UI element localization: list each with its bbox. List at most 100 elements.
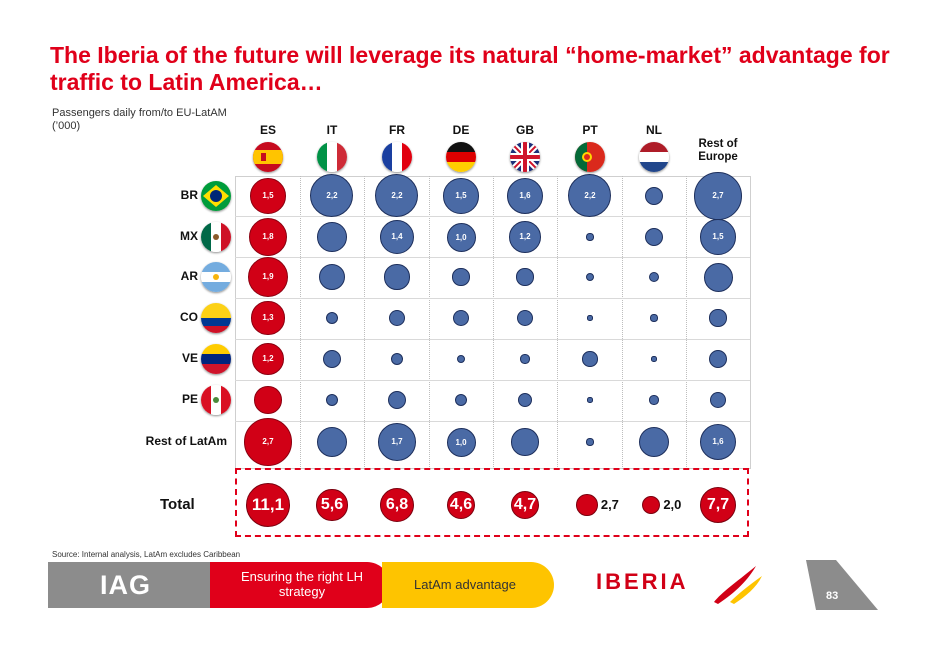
nav-section-active-label: Ensuring the right LH strategy	[240, 569, 364, 599]
row-label-5: PE	[181, 392, 198, 406]
bubble-rest-of-latam-rest-of-europe: 1,6	[699, 423, 737, 461]
bubble-ar-gb	[516, 268, 534, 286]
grid-line-horizontal	[235, 380, 750, 381]
bubble-label: 1,8	[262, 232, 274, 242]
bubble-co-rest-of-europe	[709, 309, 727, 327]
bubble-ve-es: 1,2	[252, 343, 284, 375]
total-bubble-de: 4,6	[446, 490, 476, 520]
grid-line-vertical	[557, 176, 558, 469]
bubble-ve-de	[456, 354, 466, 364]
bubble-label: 1,7	[391, 437, 403, 447]
bubble-label: 1,9	[262, 272, 274, 282]
column-header-2: FR	[367, 124, 427, 137]
bubble-label: 1,4	[391, 232, 403, 242]
nav-section-current-label: LatAm advantage	[414, 577, 516, 592]
bubble-br-it: 2,2	[310, 174, 354, 218]
bubble-pe-nl	[649, 395, 659, 405]
bubble-ve-it	[322, 349, 342, 369]
bubble-pe-pt	[587, 397, 593, 403]
bubble-ar-es: 1,9	[248, 257, 288, 297]
bubble-ve-pt	[582, 351, 598, 367]
flag-nl-icon	[639, 142, 669, 172]
total-value: 4,6	[449, 495, 473, 513]
grid-line-vertical	[686, 176, 687, 469]
row-label-6: Rest of LatAm	[145, 434, 227, 448]
column-header-1: IT	[302, 124, 362, 137]
column-header-0: ES	[238, 124, 298, 137]
flag-pe-icon	[201, 385, 231, 415]
bubble-label: 1,2	[519, 232, 531, 242]
page-number: 83	[826, 590, 839, 602]
flag-ve-icon	[201, 344, 231, 374]
row-label-0: BR	[180, 188, 198, 202]
bubble-br-pt: 2,2	[568, 174, 612, 218]
bubble-ve-gb	[520, 354, 530, 364]
bubble-label: 2,7	[262, 437, 274, 447]
column-header-7: Rest of Europe	[688, 138, 748, 164]
grid-line-horizontal	[235, 216, 750, 217]
total-value: 7,7	[706, 495, 730, 513]
bubble-label: 1,0	[455, 437, 467, 447]
bubble-label: 1,5	[712, 232, 724, 242]
total-bubble-rest-of-europe: 7,7	[699, 486, 737, 524]
nav-section-active[interactable]	[210, 562, 390, 608]
total-bubble-it: 5,6	[316, 489, 348, 521]
bubble-br-rest-of-europe: 2,7	[694, 172, 742, 220]
bubble-co-de	[453, 310, 469, 326]
bubble-co-it	[325, 311, 339, 325]
grid-line-horizontal	[235, 257, 750, 258]
bubble-label: 1,2	[262, 354, 274, 364]
bubble-mx-rest-of-europe: 1,5	[700, 219, 736, 255]
bubble-mx-nl	[644, 227, 664, 247]
bubble-ve-nl	[651, 356, 657, 362]
column-header-6: NL	[624, 124, 684, 137]
flag-ar-icon	[201, 262, 231, 292]
column-header-5: PT	[560, 124, 620, 137]
subtitle-line-2: (’000)	[52, 120, 81, 132]
bubble-co-gb	[517, 310, 533, 326]
column-header-line: Rest of	[698, 138, 738, 150]
nav-section-current[interactable]	[382, 562, 554, 608]
bubble-ve-rest-of-europe	[708, 349, 728, 369]
row-label-1: MX	[180, 229, 198, 243]
chart-subtitle: Passengers daily from/to EU-LatAM (’000)	[52, 107, 227, 133]
flag-de-icon	[446, 142, 476, 172]
column-header-line: PT	[582, 123, 598, 137]
grid-line-horizontal	[235, 421, 750, 422]
flag-es-icon	[253, 142, 283, 172]
bubble-br-nl	[644, 186, 664, 206]
total-value: 11,1	[251, 494, 285, 514]
column-header-3: DE	[431, 124, 491, 137]
bubble-mx-es: 1,8	[248, 217, 288, 257]
bubble-label: 1,0	[455, 232, 467, 242]
bubble-label: 1,5	[455, 191, 467, 201]
flag-fr-icon	[382, 142, 412, 172]
grid-line-vertical	[429, 176, 430, 469]
bubble-pe-es	[254, 386, 282, 414]
bubble-co-pt	[587, 315, 593, 321]
grid-line-vertical	[364, 176, 365, 469]
column-header-line: Europe	[698, 151, 738, 163]
bubble-ve-fr	[390, 352, 404, 366]
bubble-pe-de	[454, 393, 468, 407]
subtitle-line-1: Passengers daily from/to EU-LatAM	[52, 107, 227, 119]
bubble-rest-of-latam-fr: 1,7	[378, 423, 416, 461]
total-bubble-es: 11,1	[246, 483, 290, 527]
bubble-label: 2,7	[712, 191, 724, 201]
grid-line-horizontal	[235, 298, 750, 299]
bubble-ar-it	[318, 263, 346, 291]
total-bubble-pt	[576, 494, 598, 516]
bubble-pe-rest-of-europe	[710, 392, 726, 408]
footer-iag-block	[48, 562, 238, 608]
bubble-rest-of-latam-nl	[638, 426, 670, 458]
bubble-label: 1,3	[262, 313, 274, 323]
iberia-logo: IBERIA	[596, 569, 689, 594]
bubble-ar-de	[452, 268, 470, 286]
row-label-2: AR	[180, 269, 198, 283]
flag-br-icon	[201, 181, 231, 211]
total-value: 6,8	[385, 495, 409, 513]
totals-label: Total	[160, 496, 195, 513]
flag-mx-icon	[201, 222, 231, 252]
column-header-4: GB	[495, 124, 555, 137]
total-bubble-fr: 6,8	[379, 487, 415, 523]
